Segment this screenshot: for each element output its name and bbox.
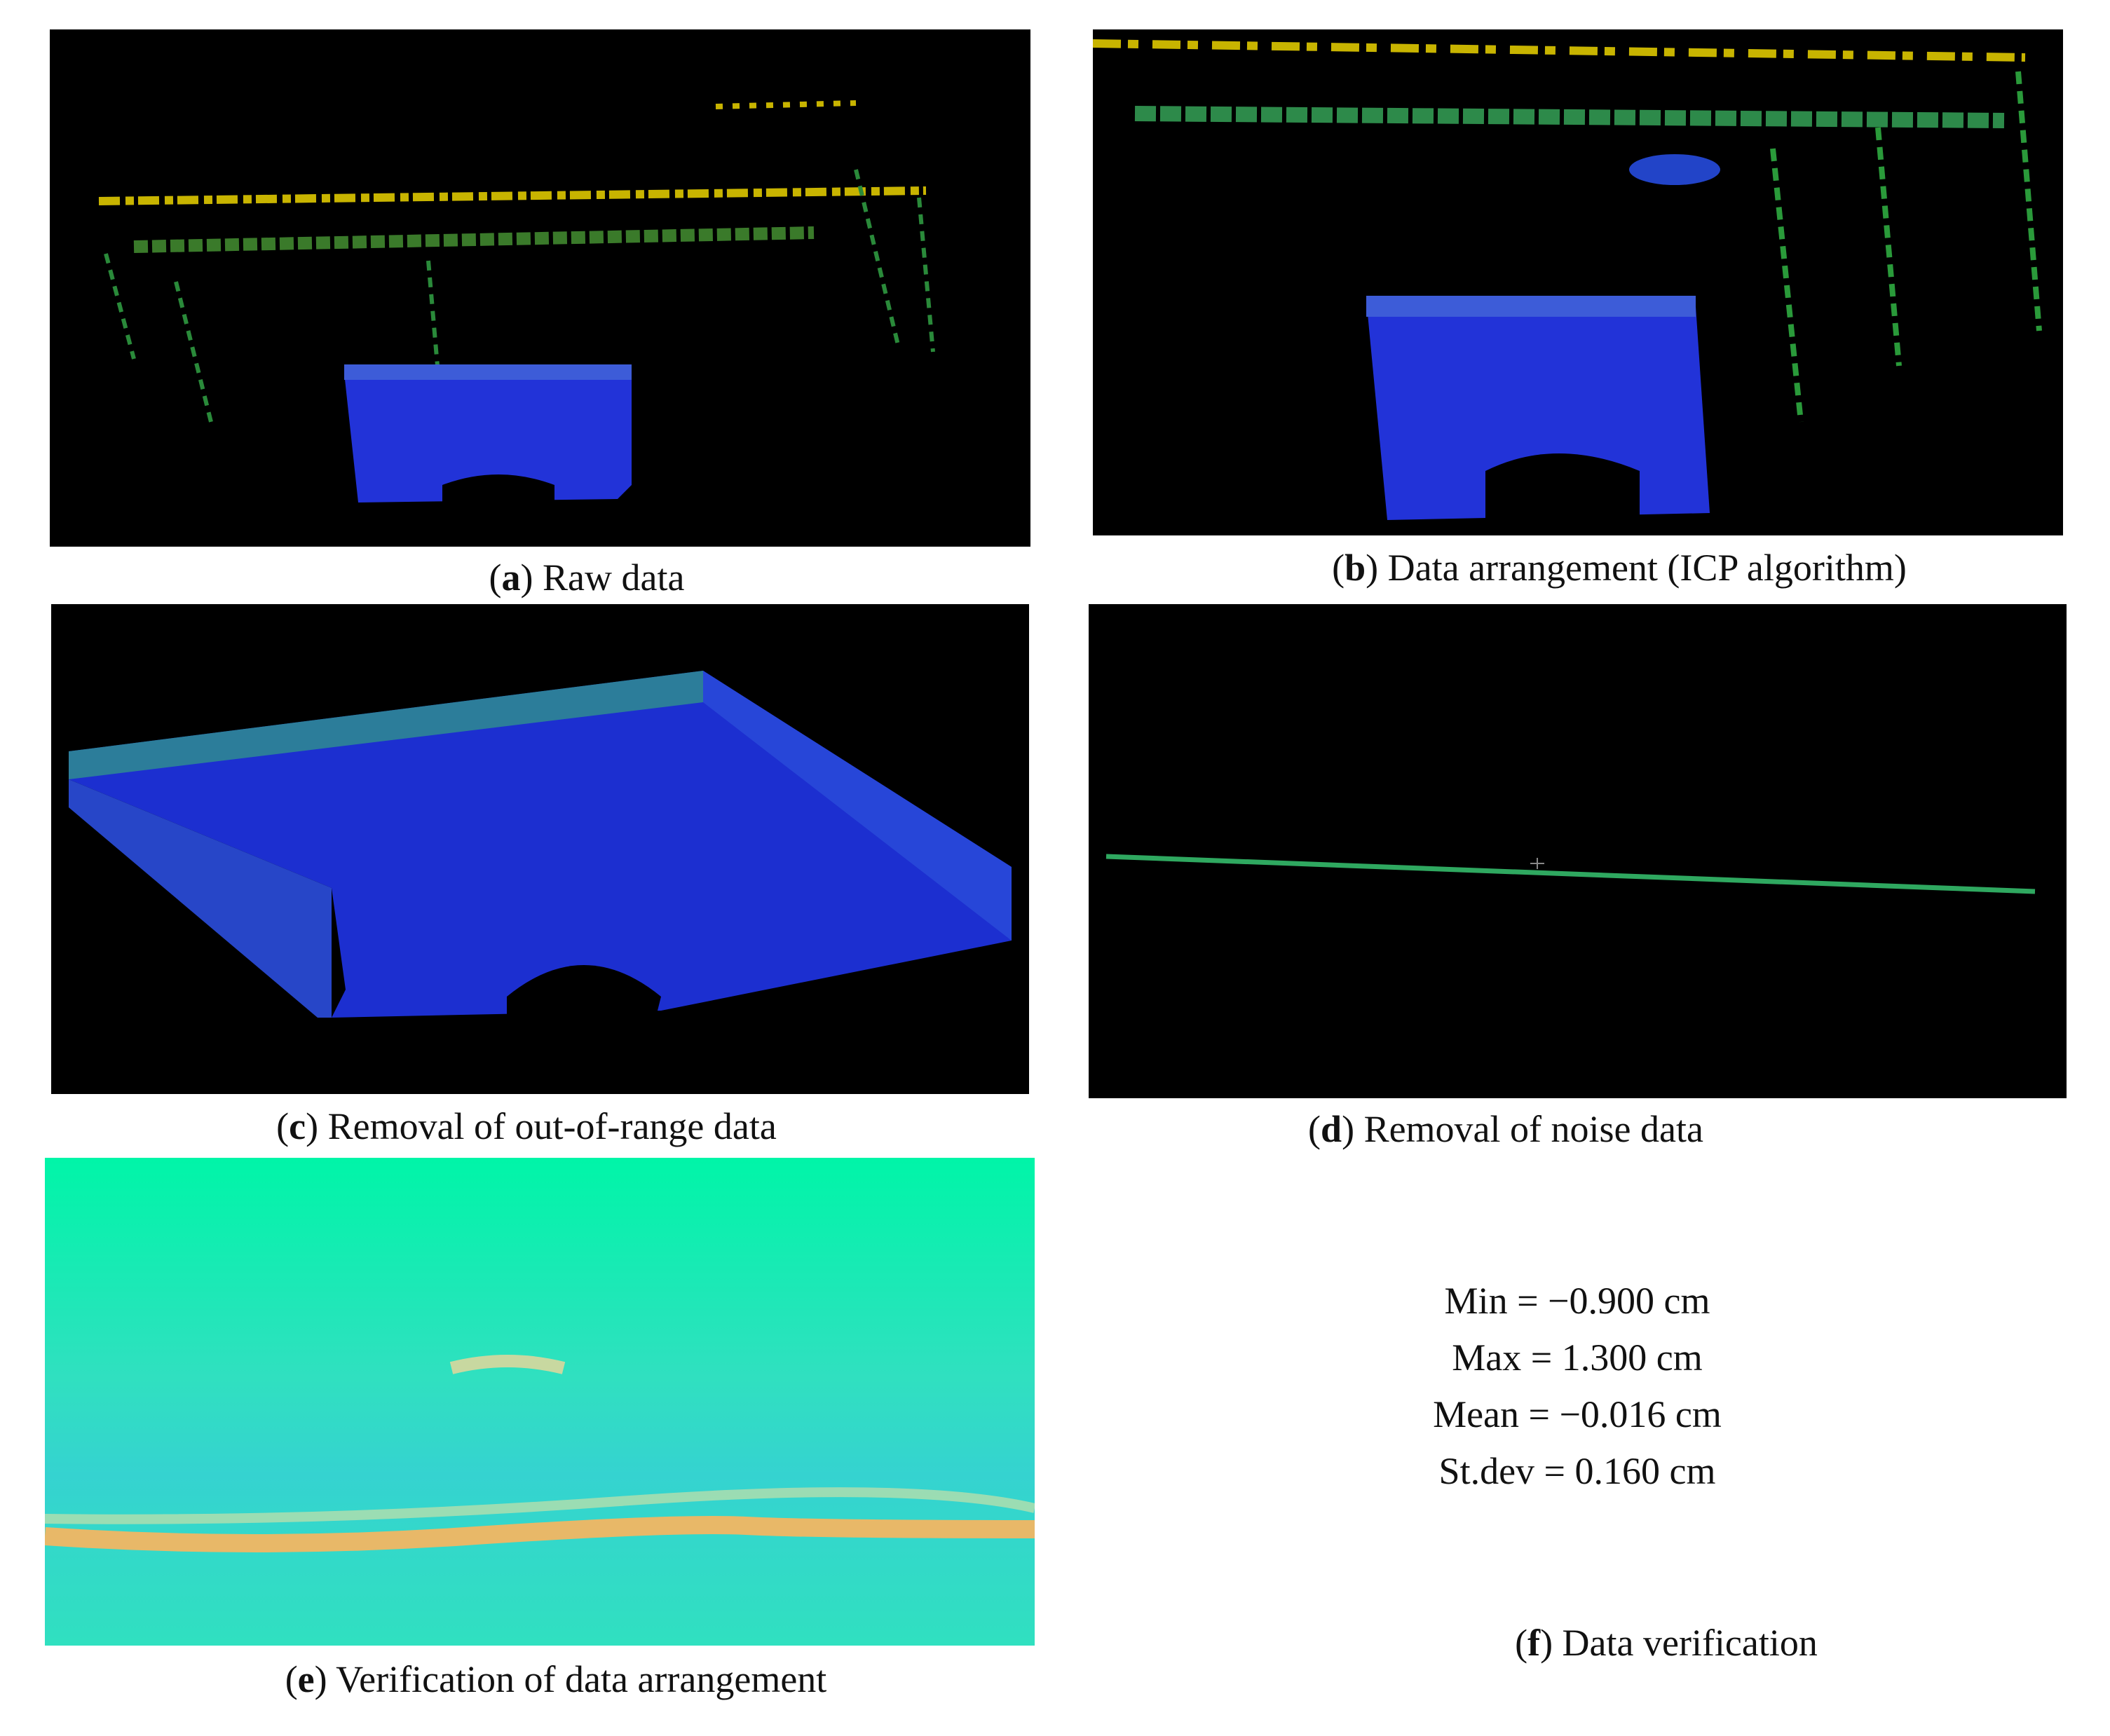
stat-max: Max = 1.300 cm bbox=[1452, 1337, 1703, 1379]
caption-text: ) Raw data bbox=[520, 556, 685, 599]
stat-min: Min = −0.900 cm bbox=[1444, 1280, 1710, 1322]
arranged-data-image bbox=[1093, 29, 2063, 535]
range-filtered-image bbox=[51, 604, 1029, 1094]
raw-data-image bbox=[50, 29, 1030, 547]
caption-open: ( bbox=[285, 1658, 298, 1700]
caption-text: ) Verification of data arrangement bbox=[314, 1658, 827, 1700]
caption-b: (b) Data arrangement (ICP algorithm) bbox=[1332, 546, 1907, 589]
noise-filtered-image bbox=[1089, 604, 2067, 1098]
caption-f: (f) Data verification bbox=[1515, 1621, 1818, 1665]
caption-text: ) Removal of out-of-range data bbox=[306, 1105, 777, 1147]
caption-c: (c) Removal of out-of-range data bbox=[276, 1105, 777, 1148]
caption-letter: f bbox=[1527, 1622, 1541, 1664]
caption-text: ) Removal of noise data bbox=[1342, 1108, 1703, 1150]
caption-open: ( bbox=[1308, 1108, 1321, 1150]
caption-open: ( bbox=[1332, 547, 1345, 589]
caption-open: ( bbox=[1515, 1622, 1528, 1664]
caption-letter: d bbox=[1321, 1108, 1342, 1150]
caption-e: (e) Verification of data arrangement bbox=[285, 1658, 827, 1701]
caption-a: (a) Raw data bbox=[489, 556, 685, 599]
caption-text: ) Data arrangement (ICP algorithm) bbox=[1366, 547, 1907, 589]
caption-letter: b bbox=[1345, 547, 1366, 589]
caption-d: (d) Removal of noise data bbox=[1308, 1107, 1703, 1151]
stat-mean: Mean = −0.016 cm bbox=[1433, 1393, 1722, 1435]
caption-open: ( bbox=[276, 1105, 290, 1147]
verification-map-image bbox=[45, 1158, 1035, 1646]
caption-open: ( bbox=[489, 556, 502, 599]
caption-letter: e bbox=[297, 1658, 315, 1700]
caption-letter: c bbox=[289, 1105, 306, 1147]
stat-stdev: St.dev = 0.160 cm bbox=[1438, 1450, 1716, 1492]
caption-letter: a bbox=[501, 556, 521, 599]
caption-text: ) Data verification bbox=[1540, 1622, 1818, 1664]
